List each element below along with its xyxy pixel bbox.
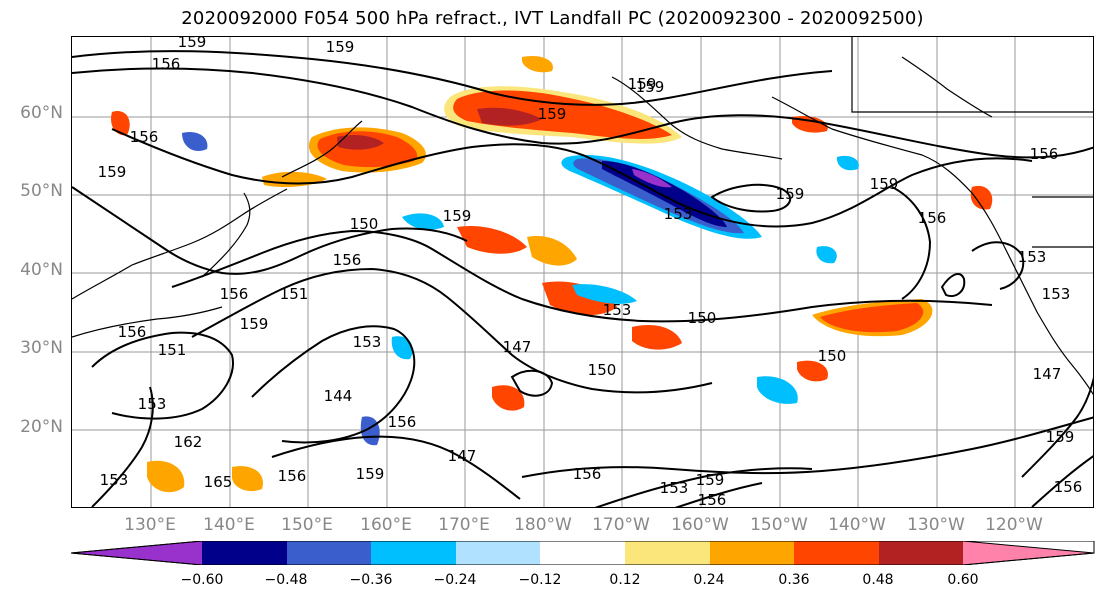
contour-label: 151 — [158, 341, 187, 359]
contour-label: 153 — [603, 301, 632, 319]
lat-label: 30°N — [20, 338, 63, 358]
lon-label: 130°W — [907, 515, 965, 535]
colorbar-segment — [371, 541, 456, 565]
lon-label: 130°E — [124, 515, 176, 535]
lon-label: 160°E — [360, 515, 412, 535]
contour-label: 153 — [353, 333, 382, 351]
contour-label: 150 — [818, 347, 847, 365]
lon-label: 140°E — [203, 515, 255, 535]
colorbar-tick: 0.48 — [862, 572, 894, 588]
contour-label: 159 — [178, 37, 207, 51]
positive-shading — [111, 55, 993, 493]
colorbar-tick: −0.12 — [518, 572, 562, 588]
contour-label: 159 — [538, 105, 567, 123]
colorbar — [71, 541, 1095, 565]
colorbar-segment — [202, 541, 287, 565]
contour-label: 153 — [100, 471, 129, 489]
lon-label: 120°W — [985, 515, 1043, 535]
colorbar-segment — [287, 541, 371, 565]
map-panel[interactable]: 159 159 156 156 159 159 159 156 159 150 … — [71, 36, 1094, 508]
lon-label: 170°W — [592, 515, 650, 535]
colorbar-tick: −0.48 — [264, 572, 308, 588]
contour-label: 159 — [870, 175, 899, 193]
colorbar-tick: −0.60 — [180, 572, 224, 588]
contour-label: 156 — [130, 128, 159, 146]
contour-label: 156 — [388, 413, 417, 431]
contour-label: 156 — [918, 209, 947, 227]
contour-label: 150 — [588, 361, 617, 379]
contour-label: 159 — [636, 78, 665, 96]
colorbar-segment — [625, 541, 710, 565]
contour-label: 156 — [333, 251, 362, 269]
contour-label: 156 — [698, 491, 727, 508]
colorbar-segment — [456, 541, 540, 565]
colorbar-tick: −0.24 — [433, 572, 477, 588]
lon-label: 180°W — [514, 515, 572, 535]
contour-label: 159 — [98, 163, 127, 181]
contour-label: 156 — [1054, 478, 1083, 496]
contour-label: 156 — [1030, 145, 1059, 163]
contour-label: 156 — [118, 323, 147, 341]
colorbar-tick: 0.36 — [778, 572, 810, 588]
colorbar-segment — [963, 541, 1094, 565]
colorbar-segment — [879, 541, 963, 565]
colorbar-tick: 0.24 — [693, 572, 725, 588]
contour-label: 156 — [220, 285, 249, 303]
contour-label: 159 — [628, 75, 657, 93]
contour-label: 147 — [503, 338, 532, 356]
coastlines — [72, 37, 1093, 395]
colorbar-tick: 0.12 — [609, 572, 641, 588]
contour-label: 147 — [448, 447, 477, 465]
contour-label: 159 — [776, 185, 805, 203]
contour-label: 153 — [1018, 248, 1047, 266]
contour-label: 159 — [356, 465, 385, 483]
map-svg: 159 159 156 156 159 159 159 156 159 150 … — [72, 37, 1093, 508]
contour-label: 153 — [138, 395, 167, 413]
contour-label: 147 — [1033, 365, 1062, 383]
contour-label: 159 — [1046, 428, 1075, 446]
contour-label: 159 — [240, 315, 269, 333]
contour-label: 156 — [152, 55, 181, 73]
lat-label: 20°N — [20, 417, 63, 437]
contour-label: 150 — [350, 215, 379, 233]
contours — [72, 50, 1093, 507]
lon-label: 170°E — [438, 515, 490, 535]
lon-label: 160°W — [671, 515, 729, 535]
colorbar-segment — [794, 541, 879, 565]
colorbar-segment — [71, 541, 202, 565]
lat-label: 60°N — [20, 103, 63, 123]
colorbar-segment — [540, 541, 625, 565]
contour-labels: 159 159 156 156 159 159 159 156 159 150 … — [98, 37, 1083, 508]
contour-label: 159 — [443, 207, 472, 225]
lon-label: 150°E — [281, 515, 333, 535]
lon-label: 150°W — [750, 515, 808, 535]
lat-label: 40°N — [20, 260, 63, 280]
contour-label: 156 — [573, 465, 602, 483]
contour-label: 153 — [660, 479, 689, 497]
contour-label: 156 — [278, 467, 307, 485]
contour-label: 159 — [326, 38, 355, 56]
contour-label: 144 — [324, 387, 353, 405]
lon-label: 140°W — [828, 515, 886, 535]
colorbar-segment — [710, 541, 794, 565]
contour-label: 162 — [174, 433, 203, 451]
contour-label: 150 — [688, 309, 717, 327]
contour-label: 153 — [1042, 285, 1071, 303]
colorbar-tick: −0.36 — [349, 572, 393, 588]
contour-label: 165 — [204, 473, 233, 491]
lat-label: 50°N — [20, 181, 63, 201]
contour-label: 153 — [664, 205, 693, 223]
contour-label: 151 — [280, 285, 309, 303]
map-title: 2020092000 F054 500 hPa refract., IVT La… — [181, 8, 924, 29]
contour-label: 159 — [696, 471, 725, 489]
colorbar-tick: 0.60 — [947, 572, 979, 588]
